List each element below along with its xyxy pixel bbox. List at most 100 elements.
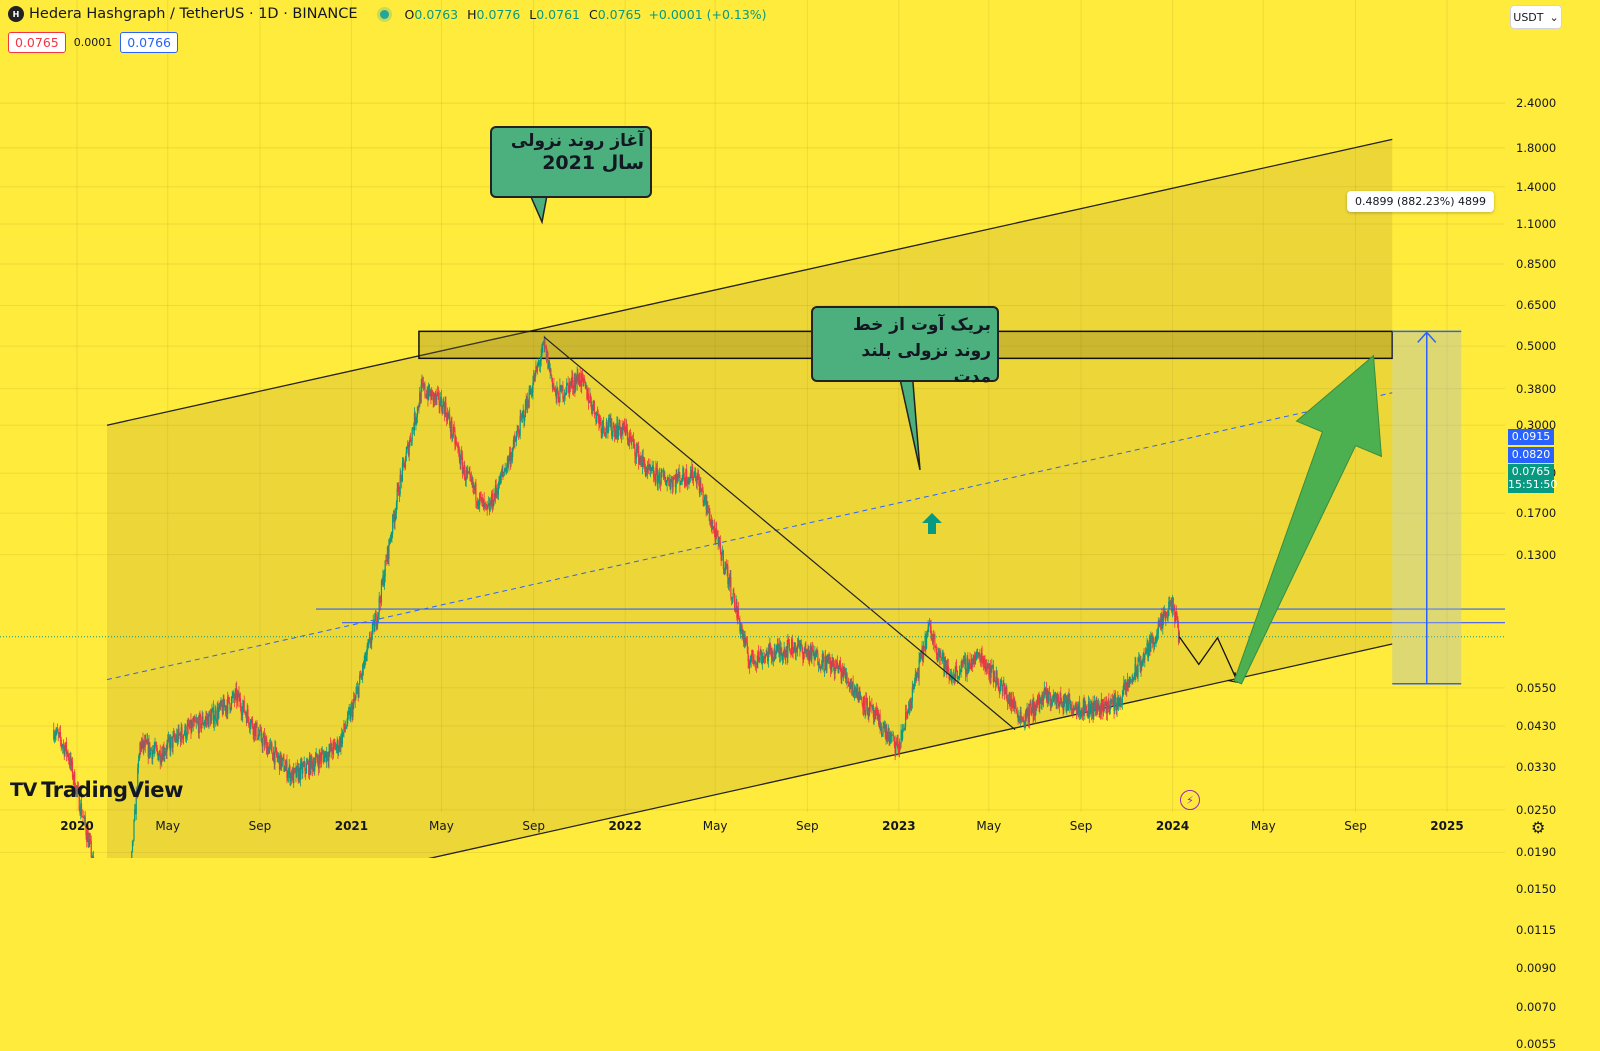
candle-body xyxy=(1016,711,1018,715)
candle-body xyxy=(933,634,935,636)
candle-body xyxy=(149,742,151,756)
candle-body xyxy=(304,761,306,771)
price-range-label[interactable]: 0.4899 (882.23%) 4899 xyxy=(1347,191,1495,212)
candle-body xyxy=(1072,708,1074,714)
candle-body xyxy=(295,768,297,778)
market-status-icon[interactable] xyxy=(379,9,389,19)
candle-body xyxy=(65,742,67,749)
candle-body xyxy=(361,675,363,676)
candle-body xyxy=(1138,658,1140,660)
candle-body xyxy=(842,670,844,677)
candle-body xyxy=(532,382,534,393)
candle-body xyxy=(876,713,878,716)
callout-downtrend-start[interactable]: آغاز روند نزولی سال 2021 xyxy=(490,126,652,198)
candle-body xyxy=(1010,699,1012,707)
sell-price-button[interactable]: 0.0765 xyxy=(8,32,66,53)
candle-body xyxy=(719,542,721,552)
candle-body xyxy=(1121,696,1123,704)
candle-body xyxy=(1150,635,1152,652)
candle-body xyxy=(92,856,95,858)
candle-body xyxy=(204,720,206,724)
candle-body xyxy=(85,825,87,836)
candle-body xyxy=(977,652,979,657)
candle-body xyxy=(904,726,906,730)
candle-body xyxy=(976,653,978,655)
candle-body xyxy=(924,636,926,648)
candle-body xyxy=(353,699,355,705)
candle-body xyxy=(554,388,556,390)
candle-body xyxy=(526,398,528,408)
target-arrow xyxy=(1233,354,1383,685)
candle-body xyxy=(1011,699,1013,707)
price-axis-label: 0.0070 xyxy=(1516,1000,1557,1015)
candle-body xyxy=(610,418,612,427)
candle-body xyxy=(555,388,557,399)
candle-body xyxy=(842,672,844,677)
candle-body xyxy=(672,479,674,488)
candle-body xyxy=(1063,698,1065,711)
candle-body xyxy=(919,655,921,660)
candle-body xyxy=(684,480,686,485)
candle-body xyxy=(594,412,596,415)
currency-selector[interactable]: USDT ⌄ xyxy=(1510,5,1562,29)
candle-body xyxy=(1085,705,1087,710)
candle-body xyxy=(841,670,843,680)
price-chart[interactable] xyxy=(0,0,1600,858)
candle-body xyxy=(395,513,397,515)
tradingview-logo[interactable]: TV TradingView xyxy=(10,778,184,802)
lower-channel-line xyxy=(428,643,1393,858)
candle-body xyxy=(148,742,150,757)
candle-body xyxy=(866,697,868,699)
candle-body xyxy=(1154,641,1156,644)
candle-body xyxy=(752,649,754,657)
candle-body xyxy=(650,469,652,471)
candle-body xyxy=(746,642,748,654)
candle-body xyxy=(1018,716,1020,722)
candle-body xyxy=(747,653,749,661)
candle-body xyxy=(278,755,281,770)
candle-body xyxy=(1030,703,1032,714)
candle-body xyxy=(267,745,269,754)
candle-body xyxy=(574,379,576,390)
candle-body xyxy=(853,692,855,696)
candle-body xyxy=(70,756,72,766)
candle-body xyxy=(1084,704,1087,706)
callout-breakout[interactable]: بریک آوت از خط روند نزولی بلند مدت xyxy=(811,306,999,387)
candle-body xyxy=(857,684,859,699)
candle-body xyxy=(679,475,681,485)
candle-body xyxy=(221,705,224,715)
symbol-title[interactable]: Hedera Hashgraph / TetherUS · 1D · BINAN… xyxy=(29,6,358,22)
candle-body xyxy=(149,748,152,756)
candle-body xyxy=(928,623,930,627)
candle-body xyxy=(1123,682,1126,684)
candle-body xyxy=(587,393,589,399)
candle-body xyxy=(364,653,366,662)
buy-price-button[interactable]: 0.0766 xyxy=(120,32,178,53)
candle-body xyxy=(983,658,985,663)
candle-body xyxy=(285,761,287,767)
candle-body xyxy=(1075,705,1077,706)
candle-body xyxy=(800,642,802,646)
candle-body xyxy=(1069,703,1072,709)
candle-body xyxy=(1020,711,1022,720)
candle-body xyxy=(1026,708,1028,719)
candle-body xyxy=(962,659,964,662)
candle-body xyxy=(919,652,922,656)
candle-body xyxy=(66,751,68,754)
price-axis-label: 0.1700 xyxy=(1516,506,1557,521)
candle-body xyxy=(444,402,446,415)
candle-body xyxy=(459,460,461,465)
candle-body xyxy=(314,757,317,765)
candle-body xyxy=(1037,696,1039,700)
candle-body xyxy=(809,652,811,662)
candle-body xyxy=(156,748,158,752)
candle-body xyxy=(1055,697,1057,709)
candle-body xyxy=(984,662,986,672)
candle-body xyxy=(1035,702,1037,708)
candle-body xyxy=(486,504,488,509)
candle-body xyxy=(677,471,679,477)
lightning-icon[interactable]: ⚡ xyxy=(1180,790,1200,810)
gear-icon[interactable]: ⚙ xyxy=(1531,818,1546,837)
candle-body xyxy=(436,394,438,400)
candle-body xyxy=(650,469,652,471)
